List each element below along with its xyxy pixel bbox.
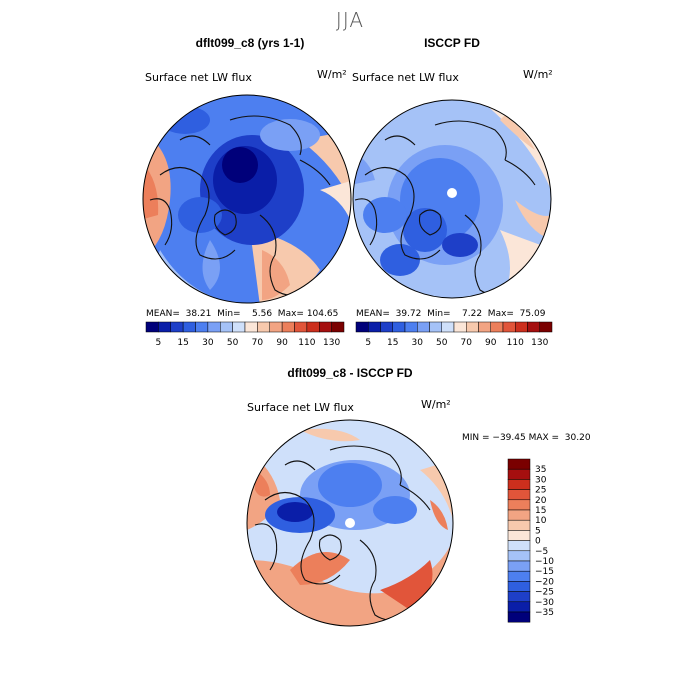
colorbar-1-tick-label: 110	[298, 338, 315, 348]
colorbar-1-swatch	[281, 321, 295, 333]
colorbar-3-swatch	[507, 468, 531, 480]
colorbar-1-swatch	[170, 321, 184, 333]
colorbar-2: 5 15 30 50 70 90 110 130	[355, 321, 553, 348]
colorbar-1-tick-label: 15	[177, 338, 188, 348]
colorbar-1-swatch	[331, 321, 345, 333]
colorbar-1-swatch	[319, 321, 332, 333]
colorbar-3-tick-label: 5	[535, 526, 541, 536]
colorbar-1-swatch	[232, 321, 246, 333]
colorbar-3-tick-label: −25	[535, 588, 554, 598]
colorbar-2-swatch	[355, 321, 369, 333]
colorbar-1-swatch	[244, 321, 258, 333]
colorbar-2-tick-label: 70	[461, 338, 473, 348]
colorbar-3-tick-label: 20	[535, 496, 547, 506]
colorbar-2-swatch	[490, 321, 504, 333]
colorbar-3-swatch	[507, 581, 531, 592]
colorbar-2-swatch	[478, 321, 491, 333]
colorbar-3-tick-label: 15	[535, 506, 546, 516]
panel-2-units: W/m²	[523, 68, 553, 81]
colorbar-2-swatch	[392, 321, 406, 333]
colorbar-2-tick-label: 110	[507, 338, 524, 348]
colorbar-3-tick-label: −35	[535, 608, 554, 618]
colorbar-1-swatch	[207, 321, 221, 333]
colorbar-1-swatch	[306, 321, 320, 333]
panel-2-field-label: Surface net LW flux	[352, 71, 459, 84]
colorbar-1-tick-label: 30	[202, 338, 214, 348]
colorbar-3-swatch	[507, 611, 531, 623]
colorbar-3-swatch	[507, 570, 531, 582]
colorbar-2-swatch	[539, 321, 553, 333]
colorbar-3-tick-label: −10	[535, 557, 554, 567]
colorbar-3-swatch	[507, 560, 531, 572]
panel-2-title: ISCCP FD	[424, 36, 480, 50]
colorbar-2-tick-label: 15	[387, 338, 398, 348]
colorbar-2-swatch	[527, 321, 540, 333]
colorbar-2-swatch	[417, 321, 430, 333]
colorbar-3-swatch	[507, 489, 531, 501]
colorbar-1: 5 15 30 50 70 90 110 130	[145, 321, 345, 348]
colorbar-2-swatch	[441, 321, 455, 333]
colorbar-2-swatch	[380, 321, 393, 333]
panel-1-units: W/m²	[317, 68, 347, 81]
colorbar-3-tick-label: −5	[535, 547, 548, 557]
colorbar-1-swatch	[158, 321, 171, 333]
panel-3-title: dflt099_c8 - ISCCP FD	[287, 366, 413, 380]
colorbar-1-swatch	[145, 321, 159, 333]
colorbar-3-tick-label: 0	[535, 537, 541, 547]
colorbar-3-tick-label: 25	[535, 486, 546, 496]
colorbar-3-swatch	[507, 540, 531, 552]
map-2	[352, 99, 552, 299]
colorbar-2-swatch	[502, 321, 516, 333]
colorbar-1-tick-label: 5	[156, 338, 162, 348]
colorbar-3-tick-label: −30	[535, 598, 554, 608]
colorbar-2-tick-label: 5	[365, 338, 371, 348]
colorbar-2-swatch	[368, 321, 381, 333]
map-3	[246, 419, 454, 627]
colorbar-1-swatch	[220, 321, 233, 333]
map-1	[142, 94, 352, 304]
colorbar-3-swatch	[507, 499, 531, 511]
panel-3-units: W/m²	[421, 398, 451, 411]
panel-3-field-label: Surface net LW flux	[247, 401, 354, 414]
colorbar-3-tick-label: 35	[535, 465, 546, 475]
season-title: JJA	[335, 8, 365, 32]
colorbar-2-tick-label: 90	[485, 338, 497, 348]
colorbar-1-swatch	[182, 321, 196, 333]
colorbar-1-tick-label: 50	[227, 338, 239, 348]
colorbar-1-tick-label: 70	[252, 338, 264, 348]
colorbar-1-swatch	[269, 321, 283, 333]
colorbar-1-swatch	[294, 321, 308, 333]
colorbar-3-tick-label: 10	[535, 516, 547, 526]
colorbar-3-swatch	[507, 591, 531, 603]
colorbar-1-swatch	[195, 321, 209, 333]
panel-3-stats: MIN = −39.45 MAX = 30.20	[462, 433, 591, 443]
colorbar-2-tick-label: 130	[531, 338, 548, 348]
panel-2-stats: MEAN= 39.72 Min= 7.22 Max= 75.09	[356, 309, 546, 319]
colorbar-3-tick-label: −20	[535, 577, 554, 587]
colorbar-1-swatch	[257, 321, 270, 333]
colorbar-2-swatch	[453, 321, 467, 333]
colorbar-1-tick-label: 130	[323, 338, 340, 348]
colorbar-3-swatch	[507, 458, 531, 470]
colorbar-2-tick-label: 30	[412, 338, 424, 348]
colorbar-3-tick-label: 30	[535, 475, 547, 485]
colorbar-3-swatch	[507, 601, 531, 613]
panel-1-stats: MEAN= 38.21 Min= 5.56 Max= 104.65	[146, 309, 339, 319]
colorbar-3-swatch	[507, 479, 531, 490]
colorbar-3-tick-label: −15	[535, 567, 554, 577]
colorbar-2-swatch	[466, 321, 479, 333]
colorbar-3-swatch	[507, 509, 531, 521]
panel-1-field-label: Surface net LW flux	[145, 71, 252, 84]
colorbar-2-swatch	[515, 321, 528, 333]
colorbar-3-swatch	[507, 530, 531, 541]
panel-1-title: dflt099_c8 (yrs 1-1)	[195, 36, 305, 50]
colorbar-2-swatch	[404, 321, 418, 333]
colorbar-1-tick-label: 90	[276, 338, 288, 348]
colorbar-2-tick-label: 50	[436, 338, 448, 348]
colorbar-3-swatch	[507, 519, 531, 531]
colorbar-3-swatch	[507, 550, 531, 562]
colorbar-2-swatch	[429, 321, 442, 333]
